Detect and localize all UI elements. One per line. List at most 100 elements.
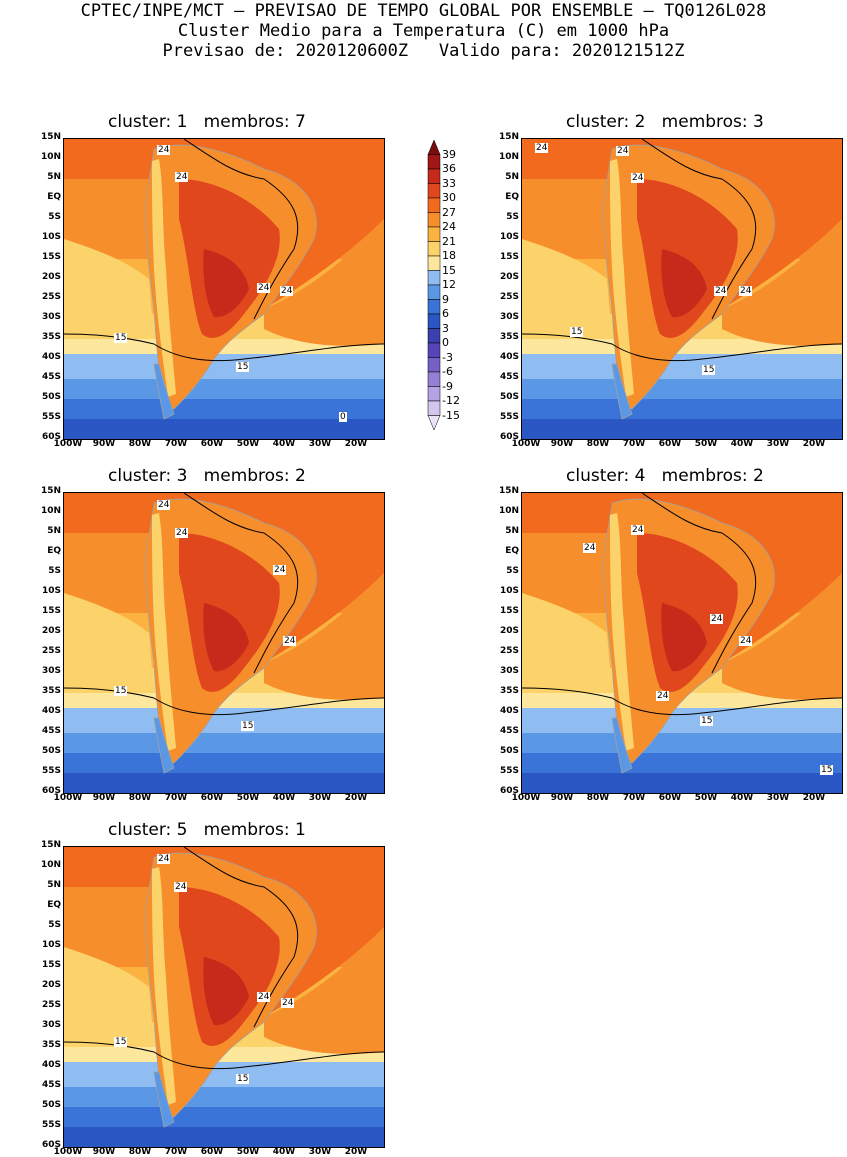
- contour-label: 15: [114, 1037, 128, 1047]
- panel-title: cluster: 1 membros: 7: [108, 112, 306, 132]
- y-tick-label: 5N: [505, 526, 519, 536]
- colorbar-swatch: [427, 168, 441, 184]
- x-tick-label: 100W: [53, 1147, 83, 1157]
- x-tick-label: 90W: [92, 1147, 116, 1157]
- x-tick-label: 80W: [586, 439, 610, 449]
- x-tick-label: 80W: [128, 1147, 152, 1157]
- y-tick-label: EQ: [505, 192, 519, 202]
- y-tick-label: 55S: [41, 1120, 61, 1130]
- contour-label: 24: [157, 145, 171, 155]
- y-tick-label: 55S: [499, 766, 519, 776]
- title-line-2: Cluster Medio para a Temperatura (C) em …: [177, 21, 670, 41]
- y-tick-label: 25S: [499, 292, 519, 302]
- y-tick-label: 35S: [41, 1040, 61, 1050]
- y-tick-label: 30S: [41, 666, 61, 676]
- x-tick-label: 50W: [236, 793, 260, 803]
- colorbar-label: 27: [442, 205, 456, 219]
- y-tick-label: 45S: [499, 372, 519, 382]
- x-tick-label: 50W: [694, 439, 718, 449]
- contour-label: 15: [114, 686, 128, 696]
- y-tick-label: 15N: [40, 132, 61, 142]
- x-tick-label: 50W: [236, 1147, 260, 1157]
- y-tick-label: 35S: [41, 332, 61, 342]
- contour-label: 24: [174, 882, 188, 892]
- y-tick-label: 30S: [41, 1020, 61, 1030]
- temperature-map-panel: [63, 846, 385, 1148]
- contour-label: 15: [570, 327, 584, 337]
- y-tick-label: 5S: [506, 566, 519, 576]
- contour-label: 24: [656, 691, 670, 701]
- contour-label: 24: [175, 528, 189, 538]
- x-tick-label: 20W: [802, 793, 826, 803]
- y-tick-label: 50S: [499, 392, 519, 402]
- y-tick-label: 10N: [498, 506, 519, 516]
- y-tick-label: EQ: [47, 900, 61, 910]
- colorbar-swatch: [427, 212, 441, 228]
- x-tick-label: 100W: [53, 439, 83, 449]
- y-tick-label: 5S: [48, 566, 61, 576]
- temperature-map-panel: [63, 138, 385, 440]
- colorbar-swatch: [427, 284, 441, 300]
- y-tick-label: 50S: [41, 746, 61, 756]
- y-tick-label: 5N: [505, 172, 519, 182]
- y-tick-label: 55S: [41, 412, 61, 422]
- contour-label: 24: [631, 525, 645, 535]
- colorbar-label: 6: [442, 307, 449, 320]
- colorbar-label: 9: [442, 292, 449, 306]
- title-line-1: CPTEC/INPE/MCT – PREVISAO DE TEMPO GLOBA…: [80, 1, 767, 21]
- contour-label: 24: [273, 565, 287, 575]
- y-tick-label: 15S: [499, 606, 519, 616]
- y-tick-label: 25S: [499, 646, 519, 656]
- colorbar-swatch: [427, 255, 441, 271]
- x-tick-label: 30W: [766, 439, 790, 449]
- y-tick-label: 55S: [41, 766, 61, 776]
- contour-label: 24: [283, 636, 297, 646]
- colorbar-swatch: [427, 241, 441, 257]
- contour-label: 15: [241, 721, 255, 731]
- colorbar-label: 33: [442, 176, 456, 190]
- y-tick-label: 60S: [41, 432, 61, 442]
- colorbar-label: 30: [442, 191, 456, 204]
- colorbar-label: -12: [442, 394, 460, 407]
- contour-label: 24: [281, 998, 295, 1008]
- y-tick-label: 5N: [47, 526, 61, 536]
- x-tick-label: 40W: [272, 1147, 296, 1157]
- y-tick-label: 50S: [499, 746, 519, 756]
- x-tick-label: 100W: [511, 439, 541, 449]
- x-tick-label: 60W: [658, 439, 682, 449]
- colorbar-swatch: [427, 154, 441, 170]
- contour-label: 15: [114, 333, 128, 343]
- x-tick-label: 100W: [511, 793, 541, 803]
- x-tick-label: 40W: [730, 439, 754, 449]
- colorbar-label: 18: [442, 249, 456, 262]
- colorbar-swatch: [427, 139, 441, 155]
- y-tick-label: 15N: [498, 132, 519, 142]
- colorbar-label: 39: [442, 147, 456, 161]
- x-tick-label: 90W: [92, 439, 116, 449]
- y-tick-label: 15S: [499, 252, 519, 262]
- contour-label: 15: [236, 362, 250, 372]
- x-tick-label: 90W: [92, 793, 116, 803]
- x-tick-label: 50W: [694, 793, 718, 803]
- panel-title: cluster: 3 membros: 2: [108, 466, 306, 486]
- y-tick-label: 60S: [499, 432, 519, 442]
- y-tick-label: 45S: [41, 1080, 61, 1090]
- colorbar-swatch: [427, 313, 441, 329]
- y-tick-label: 5S: [506, 212, 519, 222]
- y-tick-label: 20S: [499, 626, 519, 636]
- y-tick-label: 30S: [499, 666, 519, 676]
- x-tick-label: 40W: [272, 793, 296, 803]
- contour-label: 15: [700, 716, 714, 726]
- colorbar-label: -9: [442, 379, 453, 393]
- y-tick-label: 15S: [41, 606, 61, 616]
- colorbar-swatch: [427, 371, 441, 387]
- colorbar-swatch: [427, 386, 441, 402]
- temperature-map-panel: [521, 492, 843, 794]
- y-tick-label: 5N: [47, 172, 61, 182]
- y-tick-label: 30S: [41, 312, 61, 322]
- x-tick-label: 80W: [128, 439, 152, 449]
- x-tick-label: 40W: [730, 793, 754, 803]
- contour-label: 24: [157, 500, 171, 510]
- colorbar-swatch: [427, 400, 441, 416]
- panel-title: cluster: 4 membros: 2: [566, 466, 764, 486]
